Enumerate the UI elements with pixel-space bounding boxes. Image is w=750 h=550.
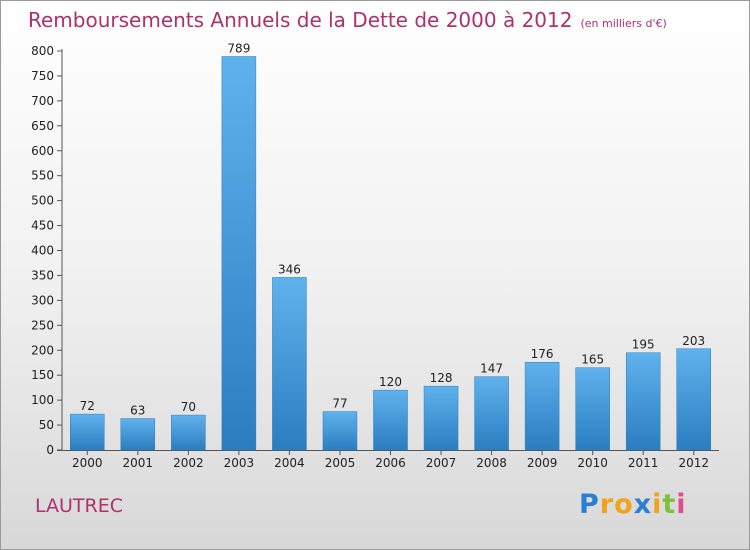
value-label-2012: 203 [682,334,705,348]
bar-2008 [474,376,509,451]
y-tick-label: 400 [31,244,54,258]
y-tick-label: 0 [46,443,54,457]
logo-letter: r [599,489,615,520]
x-tick-label-2010: 2010 [577,456,608,470]
bar-2001 [120,418,156,451]
value-label-2010: 165 [581,353,604,367]
value-label-2002: 70 [181,400,196,414]
y-tick-label: 800 [31,44,54,58]
y-tick-label: 100 [31,393,54,407]
x-tick-label-2005: 2005 [325,456,356,470]
y-tick-label: 150 [31,368,54,382]
x-tick-label-2012: 2012 [678,456,709,470]
x-tick-label-2009: 2009 [527,456,558,470]
value-label-2000: 72 [80,399,95,413]
logo-letter: i [676,489,687,520]
y-tick-label: 450 [31,219,54,233]
proxiti-logo: Proxiti [579,489,687,520]
y-tick-label: 300 [31,293,54,307]
chart-subtitle: (en milliers d'€) [580,17,667,30]
value-label-2011: 195 [632,338,655,352]
bar-2009 [524,361,560,451]
value-label-2007: 128 [430,371,453,385]
chart-axes: 0 50 100 150 200 250 300 350 400 450 500 550 600 650 7… [31,44,719,470]
bar-2007 [423,385,459,451]
y-tick-label: 550 [31,169,54,183]
logo-letter: P [579,489,600,520]
y-tick-label: 200 [31,343,54,357]
logo-letter: o [614,489,634,520]
value-label-2004: 346 [278,262,301,276]
value-label-2009: 176 [531,347,554,361]
chart-bars: 72 63 70 789 346 77 120 128 147 176 165 195 203 [70,41,711,451]
x-tick-label-2002: 2002 [173,456,204,470]
x-tick-label-2003: 2003 [224,456,255,470]
bar-2005 [322,411,358,451]
logo-letter: t [662,489,677,520]
value-label-2003: 789 [227,41,250,55]
commune-name: LAUTREC [35,495,124,517]
y-tick-label: 250 [31,318,54,332]
logo-letter: x [633,489,653,520]
value-label-2008: 147 [480,362,503,376]
bar-2002 [171,414,206,451]
x-tick-label-2011: 2011 [628,456,659,470]
y-tick-label: 600 [31,144,54,158]
bar-2000 [70,413,105,451]
value-label-2005: 77 [332,397,347,411]
x-tick-label-2004: 2004 [274,456,305,470]
bar-2012 [676,348,711,451]
x-tick-label-2001: 2001 [123,456,154,470]
value-label-2001: 63 [130,404,145,418]
bar-2006 [373,389,408,451]
y-tick-label: 750 [31,69,54,83]
chart-title-text: Remboursements Annuels de la Dette de 20… [28,8,573,32]
x-tick-label-2000: 2000 [72,456,103,470]
bar-2003 [221,56,257,451]
y-tick-label: 700 [31,94,54,108]
chart-title: Remboursements Annuels de la Dette de 20… [28,8,667,32]
bar-2010 [575,367,610,451]
x-tick-label-2008: 2008 [476,456,507,470]
x-tick-label-2007: 2007 [426,456,457,470]
logo-letter: i [652,489,663,520]
y-tick-label: 500 [31,194,54,208]
value-label-2006: 120 [379,375,402,389]
y-tick-label: 50 [39,418,54,432]
y-tick-label: 350 [31,268,54,282]
bar-2011 [625,352,661,451]
x-tick-label-2006: 2006 [375,456,406,470]
y-tick-label: 650 [31,119,54,133]
bar-2004 [272,277,307,451]
